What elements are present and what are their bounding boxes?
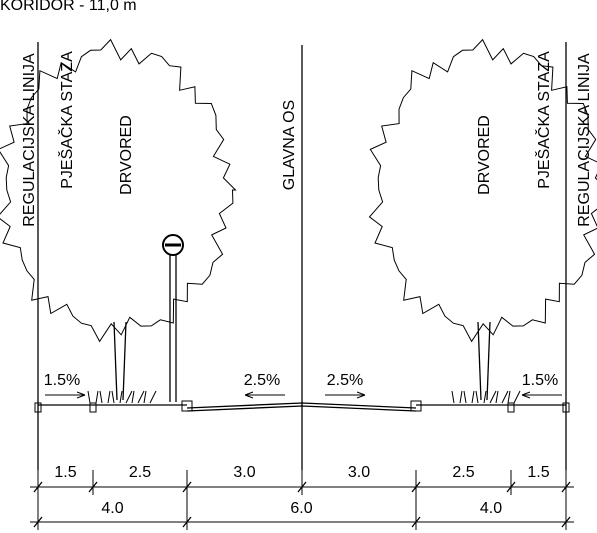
dimension: 2.5 bbox=[129, 464, 151, 481]
tick bbox=[411, 481, 421, 493]
vertical-label: DRVORED bbox=[118, 115, 135, 195]
vertical-label: PJEŠAČKA STAZA bbox=[534, 51, 553, 189]
curb bbox=[34, 402, 42, 413]
total-dimension: 4.0 bbox=[101, 500, 123, 517]
slope-arrow bbox=[45, 391, 86, 399]
total-dimension: 6.0 bbox=[290, 500, 312, 517]
curb bbox=[410, 400, 422, 412]
vertical-label: PJEŠAČKA STAZA bbox=[57, 51, 76, 189]
slope-arrow bbox=[325, 391, 366, 399]
dimension: 3.0 bbox=[233, 464, 255, 481]
title: KORIDOR - 11,0 m bbox=[0, 0, 137, 14]
curb bbox=[562, 402, 570, 413]
slope-arrow bbox=[521, 391, 562, 399]
tick bbox=[33, 516, 43, 528]
tick bbox=[506, 481, 516, 493]
tick bbox=[561, 481, 571, 493]
carriageway bbox=[186, 402, 417, 409]
dimension: 1.5 bbox=[54, 464, 76, 481]
tick bbox=[297, 481, 307, 493]
total-dimension: 4.0 bbox=[480, 500, 502, 517]
tick bbox=[561, 516, 571, 528]
tick bbox=[88, 481, 98, 493]
dimension: 2.5 bbox=[452, 464, 474, 481]
tick bbox=[411, 516, 421, 528]
dimension: 3.0 bbox=[348, 464, 370, 481]
curb bbox=[181, 400, 193, 412]
tick bbox=[182, 481, 192, 493]
vertical-label: GLAVNA OS bbox=[281, 100, 298, 190]
dimension: 1.5 bbox=[527, 464, 549, 481]
slope-label: 2.5% bbox=[327, 372, 363, 389]
vertical-label: DRVORED bbox=[476, 115, 493, 195]
grass bbox=[451, 390, 521, 404]
carriageway bbox=[186, 405, 417, 412]
grass bbox=[87, 390, 157, 404]
tick bbox=[182, 516, 192, 528]
slope-arrow bbox=[244, 391, 285, 399]
slope-label: 2.5% bbox=[244, 372, 280, 389]
tree-trunk bbox=[477, 321, 491, 401]
curb bbox=[507, 402, 515, 413]
tree-crown bbox=[0, 38, 237, 343]
tick bbox=[33, 481, 43, 493]
slope-label: 1.5% bbox=[44, 372, 80, 389]
tree-trunk bbox=[113, 321, 127, 401]
tree-crown bbox=[368, 38, 597, 343]
curb bbox=[89, 402, 97, 413]
vertical-label: REGULACIJSKA LINIJA bbox=[576, 53, 593, 227]
vertical-label: REGULACIJSKA LINIJA bbox=[21, 53, 38, 227]
slope-label: 1.5% bbox=[522, 372, 558, 389]
